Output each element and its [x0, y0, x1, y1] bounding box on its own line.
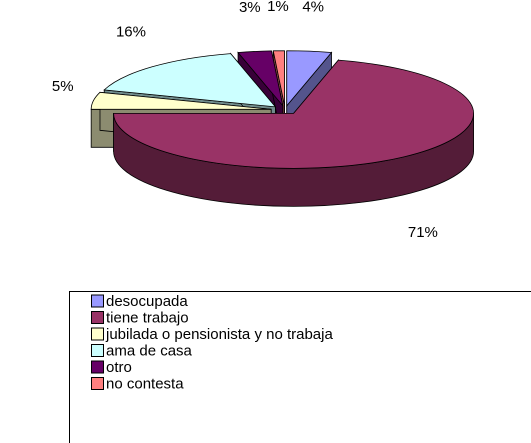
slice — [90, 91, 272, 110]
slice — [113, 59, 474, 169]
legend-label: ama de casa — [106, 342, 193, 359]
legend-swatch — [91, 311, 104, 324]
slice — [286, 50, 333, 107]
legend-swatch — [91, 360, 104, 374]
data-label: 71% — [408, 224, 438, 241]
legend-label: otro — [106, 359, 132, 376]
legend-swatch — [91, 344, 104, 357]
legend-box — [69, 291, 531, 443]
legend-label: desocupada — [106, 293, 188, 310]
slice — [103, 53, 277, 108]
data-label: 5% — [52, 78, 74, 95]
legend-swatch — [91, 327, 104, 341]
legend-label: no contesta — [106, 375, 184, 392]
legend-label: tiene trabajo — [106, 309, 189, 326]
legend-swatch — [91, 294, 104, 308]
data-label: 1% — [267, 0, 289, 15]
slice — [272, 50, 285, 106]
legend-label: jubilada o pensionista y no trabaja — [105, 326, 333, 343]
slice — [237, 50, 284, 107]
data-label: 4% — [302, 0, 324, 16]
data-label: 16% — [116, 24, 146, 41]
legend-swatch — [91, 377, 104, 390]
data-label: 3% — [239, 0, 261, 16]
